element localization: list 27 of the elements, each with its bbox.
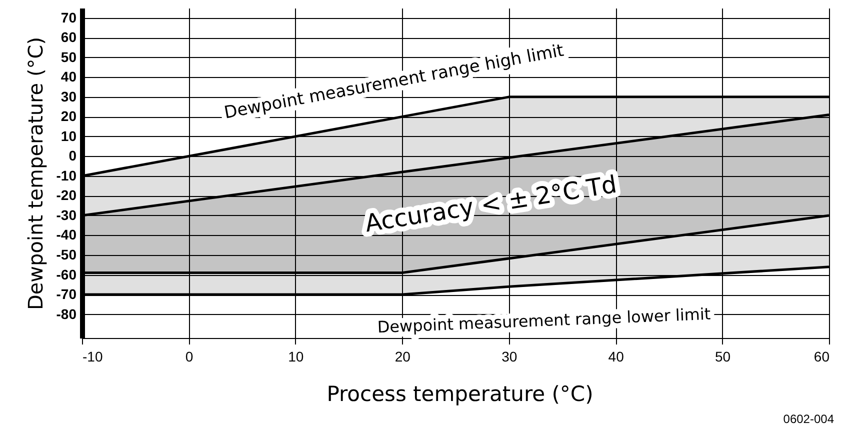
x-axis-title: Process temperature (°C)	[326, 382, 594, 406]
x-tick-label: 50	[714, 348, 731, 364]
x-tick-label: 60	[814, 348, 830, 364]
y-tick-label: -70	[56, 286, 77, 302]
y-tick-label: -40	[56, 226, 77, 243]
y-tick-label: -20	[56, 187, 77, 204]
y-tick-label: -60	[56, 266, 77, 282]
x-tick-label: 40	[608, 348, 624, 364]
x-tick-label: 0	[185, 348, 194, 364]
y-tick-label: -50	[56, 246, 77, 263]
y-tick-label: 20	[60, 108, 77, 124]
y-tick-label: 50	[60, 48, 77, 65]
x-tick-label: 20	[394, 348, 411, 364]
y-tick-label: 10	[60, 128, 77, 144]
y-tick-label: 0	[68, 148, 77, 164]
y-tick-label: 70	[60, 9, 77, 26]
y-tick-label: 60	[60, 29, 77, 46]
y-tick-label: 40	[60, 68, 77, 85]
x-tick-label: 30	[502, 348, 518, 364]
y-axis-title: Dewpoint temperature (°C)	[23, 36, 48, 310]
y-tick-label: -10	[56, 167, 77, 184]
y-tick-label: -80	[56, 306, 77, 322]
text: 0602-004	[783, 412, 834, 426]
x-tick-label: 10	[288, 348, 304, 364]
y-tick-label: 30	[60, 88, 77, 104]
y-tick-label: -30	[56, 206, 77, 223]
x-tick-label: -10	[82, 348, 103, 364]
